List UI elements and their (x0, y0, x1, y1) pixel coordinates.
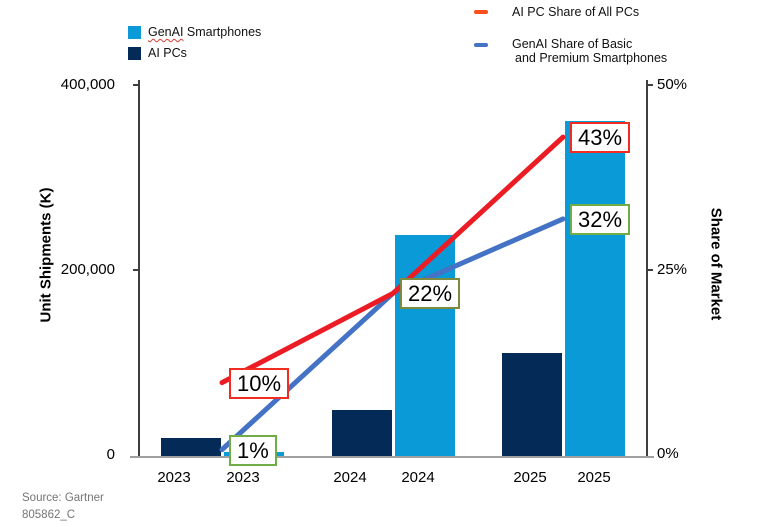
legend-word-smartphones: Smartphones (186, 25, 262, 39)
left-axis-tick-200000: 200,000 (60, 261, 115, 278)
bar-ai-pcs-2025 (502, 352, 562, 458)
x-axis-label-2025-ai-pcs: 2025 (513, 469, 547, 486)
data-label-10-percent-2023: 10% (229, 367, 290, 399)
legend-label-ai-pcs: AI PCs (148, 46, 187, 60)
data-label-22-percent-2024: 22% (400, 278, 461, 310)
x-axis-label-2024-ai-pcs: 2024 (333, 469, 367, 486)
legend-label-genai-share-line1: GenAI Share of Basic (512, 37, 633, 51)
document-id: 805862_C (22, 509, 76, 521)
right-axis-tickmark-mid (648, 269, 653, 271)
left-axis-tickmark-mid (133, 269, 138, 271)
x-axis-label-2024-genai: 2024 (401, 469, 435, 486)
bar-genai-smartphones-2025 (565, 121, 625, 458)
right-axis-tick-50: 50% (657, 76, 688, 93)
left-axis-tick-400000: 400,000 (60, 76, 115, 93)
bar-ai-pcs-2023 (161, 438, 221, 458)
left-axis-tickmark-top (133, 84, 138, 86)
left-axis-tick-0: 0 (106, 446, 115, 463)
legend-label-genai-smartphones: GenAI Smartphones (148, 25, 261, 39)
x-axis-label-2023-genai: 2023 (226, 469, 260, 486)
genai-smartphones-swatch-icon (128, 26, 141, 39)
ai-pc-share-dash-icon (474, 10, 488, 14)
left-axis-line (138, 80, 140, 457)
right-axis-tickmark-top (648, 84, 653, 86)
x-axis-label-2023-ai-pcs: 2023 (157, 469, 191, 486)
x-axis-baseline (130, 455, 654, 458)
legend-label-ai-pc-share: AI PC Share of All PCs (512, 5, 640, 19)
data-label-32-percent-2025: 32% (570, 203, 631, 235)
right-axis-tick-25: 25% (657, 261, 688, 278)
data-label-43-percent-2025: 43% (570, 122, 631, 154)
line-genai-share-of-basic-and-premium-smartphones (219, 216, 566, 453)
right-axis-tick-0: 0% (657, 445, 679, 462)
line-ai-pc-share-of-all-pcs (219, 134, 566, 386)
right-axis-line (646, 80, 648, 457)
genai-share-dash-icon (474, 43, 488, 47)
legend-label-genai-share-line2: and Premium Smartphones (515, 51, 668, 65)
legend-word-genai: GenAI (148, 25, 184, 39)
ai-pcs-swatch-icon (128, 47, 141, 60)
x-axis-label-2025-genai: 2025 (577, 469, 611, 486)
source-attribution: Source: Gartner (22, 492, 104, 504)
data-label-1-percent-2023: 1% (229, 434, 277, 466)
bar-ai-pcs-2024 (332, 409, 392, 458)
